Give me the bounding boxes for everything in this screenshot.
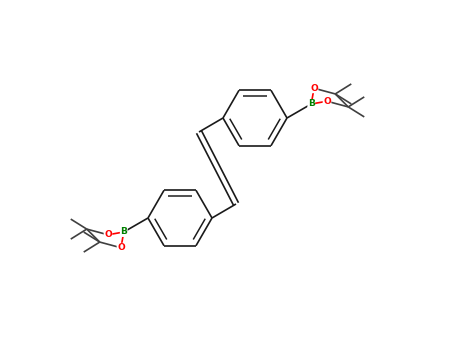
Text: B: B [120, 228, 127, 237]
Text: O: O [104, 230, 112, 239]
Text: O: O [310, 84, 318, 93]
Text: O: O [117, 243, 125, 252]
Text: B: B [308, 99, 315, 108]
Text: O: O [323, 97, 331, 106]
